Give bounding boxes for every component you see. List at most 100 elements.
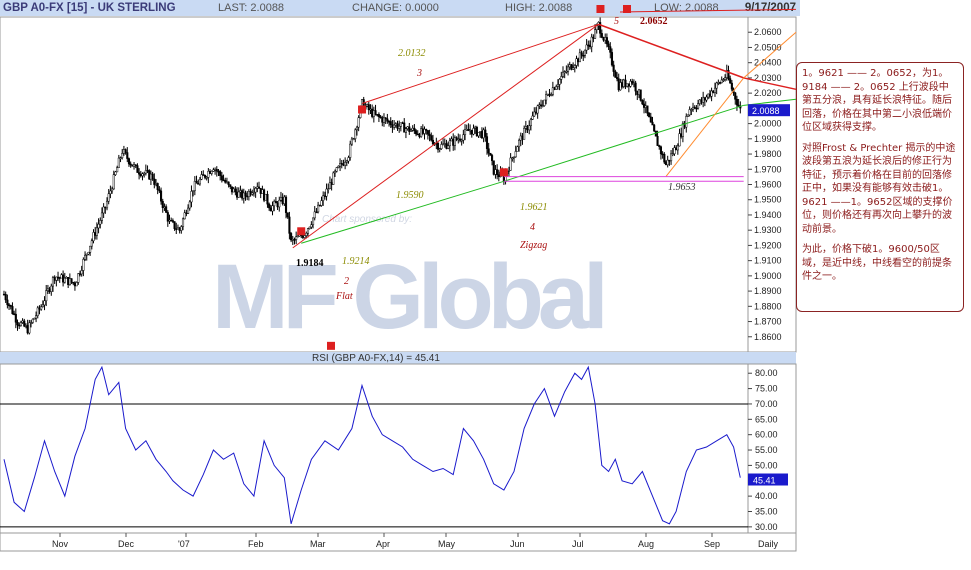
price-last-box [748, 104, 790, 117]
candle-body [484, 129, 487, 137]
last-value: LAST: 2.0088 [218, 2, 285, 14]
candle-body [538, 104, 541, 107]
candle-body [475, 126, 478, 137]
candle-body [659, 146, 662, 155]
candle-body [229, 184, 232, 187]
candle-body [256, 186, 259, 189]
candle-body [651, 121, 654, 126]
low-marker [623, 5, 631, 13]
candle-body [339, 163, 342, 167]
candle-body [609, 46, 612, 53]
candle-body [310, 224, 313, 228]
candle-body [232, 188, 235, 193]
candle-body [26, 325, 29, 334]
price-tick-label: 2.0400 [754, 58, 782, 68]
candle-body [14, 313, 17, 323]
candle-body [205, 177, 208, 179]
candle-body [474, 126, 477, 129]
candle-body [35, 315, 38, 319]
candle-body [463, 129, 467, 136]
candle-body [28, 322, 31, 334]
candle-body [436, 143, 440, 150]
candle-body [734, 92, 737, 100]
candle-body [80, 270, 83, 275]
candle-body [8, 304, 11, 307]
candle-body [431, 139, 435, 145]
candle-body [577, 58, 580, 63]
candle-body [107, 193, 110, 202]
x-tick-label: '07 [178, 539, 190, 549]
label-wave3: 3 [416, 68, 422, 79]
trend-line-red [743, 77, 797, 91]
x-tick-label: Aug [638, 539, 654, 549]
candle-body [286, 212, 289, 218]
candle-body [352, 138, 355, 140]
candle-body [551, 87, 554, 95]
candle-body [36, 307, 39, 316]
candle-body [367, 104, 370, 111]
rsi-tick-label: 55.00 [755, 445, 778, 455]
candle-body [648, 112, 651, 118]
candle-body [290, 233, 293, 241]
candle-body [656, 136, 659, 146]
candle-body [558, 79, 561, 85]
candle-body [121, 153, 124, 158]
rsi-tick-label: 50.00 [755, 460, 778, 470]
candle-body [452, 138, 455, 146]
x-tick-label: Nov [52, 539, 69, 549]
note-paragraph-1: 1。9621 —— 2。0652，为1。9184 —— 2。0652 上行波段中… [802, 68, 952, 133]
candle-body [381, 117, 384, 123]
candle-body [288, 216, 291, 234]
candle-body [480, 131, 483, 139]
candle-body [604, 37, 607, 41]
price-tick-label: 1.9900 [754, 134, 782, 144]
candle-body [58, 277, 61, 279]
candle-body [658, 145, 661, 147]
candle-body [254, 188, 257, 193]
candle-body [724, 77, 727, 80]
candle-body [394, 123, 397, 126]
candle-body [18, 324, 21, 327]
candle-body [614, 71, 617, 78]
candle-body [332, 172, 335, 185]
candle-body [305, 232, 308, 236]
candle-body [271, 205, 274, 212]
candle-body [160, 190, 163, 202]
candle-body [67, 277, 70, 286]
candle-body [283, 196, 286, 204]
candle-body [575, 58, 578, 66]
candle-body [710, 90, 713, 97]
candle-body [308, 226, 311, 229]
candle-body [192, 190, 195, 192]
label-wave5: 5 [614, 16, 619, 27]
wave2a-marker [327, 341, 335, 350]
candle-body [467, 129, 470, 132]
candle-body [311, 217, 315, 225]
candle-body [631, 81, 634, 84]
candle-body [344, 162, 347, 166]
candle-body [261, 189, 264, 194]
x-tick-label: Apr [376, 539, 390, 549]
candle-body [507, 170, 510, 172]
candle-body [469, 129, 472, 132]
candle-body [664, 161, 668, 166]
candle-body [573, 65, 576, 68]
candle-body [181, 218, 185, 227]
candle-body [104, 206, 107, 209]
high-value: HIGH: 2.0088 [505, 2, 573, 14]
candle-body [31, 318, 34, 323]
candle-body [303, 235, 306, 238]
candle-body [337, 165, 340, 168]
rsi-last-box [748, 473, 788, 486]
candle-body [396, 123, 399, 129]
candle-body [131, 164, 134, 167]
candle-body [273, 201, 276, 207]
label-1-9214: 1.9214 [342, 256, 370, 267]
x-tick-label: Feb [248, 539, 264, 549]
candle-body [43, 300, 46, 306]
candle-body [122, 149, 125, 154]
candle-body [85, 253, 88, 256]
price-tick-label: 1.9400 [754, 210, 782, 220]
x-tick-label: Jul [572, 539, 584, 549]
candle-body [546, 93, 549, 96]
